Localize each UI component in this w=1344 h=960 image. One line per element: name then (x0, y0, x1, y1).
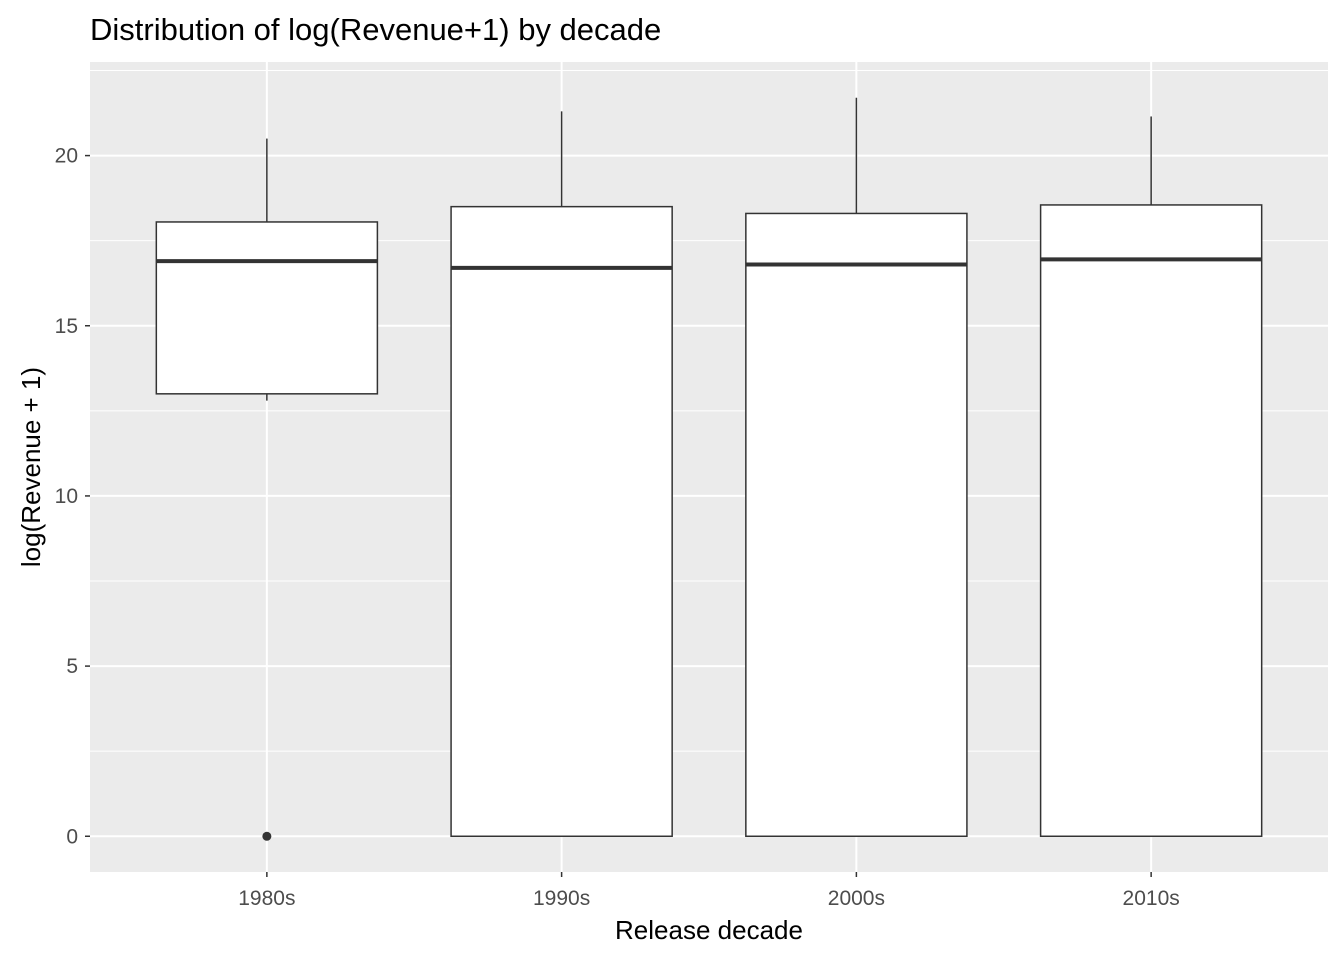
y-tick-label: 0 (66, 825, 78, 848)
y-tick-label: 5 (66, 655, 78, 678)
x-axis: 1980s 1990s 2000s 2010s (238, 872, 1180, 910)
y-tick-label: 15 (55, 315, 78, 338)
x-tick-label: 1980s (238, 887, 295, 910)
box-iqr (450, 205, 673, 838)
box-1990s (450, 111, 673, 838)
box-1980s (155, 138, 379, 841)
box-2010s (1039, 116, 1263, 838)
x-tick-label: 2000s (828, 887, 885, 910)
x-axis-title: Release decade (615, 915, 803, 945)
x-tick-label: 1990s (533, 887, 590, 910)
x-tick-label: 2010s (1123, 887, 1180, 910)
box-2000s (745, 97, 968, 838)
y-axis: 0 5 10 15 20 (55, 145, 90, 848)
boxes-layer (155, 97, 1263, 841)
box-iqr (155, 221, 379, 395)
outlier-point (262, 831, 272, 841)
y-tick-label: 20 (55, 145, 78, 168)
box-iqr (1039, 204, 1263, 838)
chart-title: Distribution of log(Revenue+1) by decade (90, 12, 661, 47)
y-tick-label: 10 (55, 485, 78, 508)
box-iqr (745, 212, 968, 838)
y-axis-title: log(Revenue + 1) (16, 367, 46, 567)
